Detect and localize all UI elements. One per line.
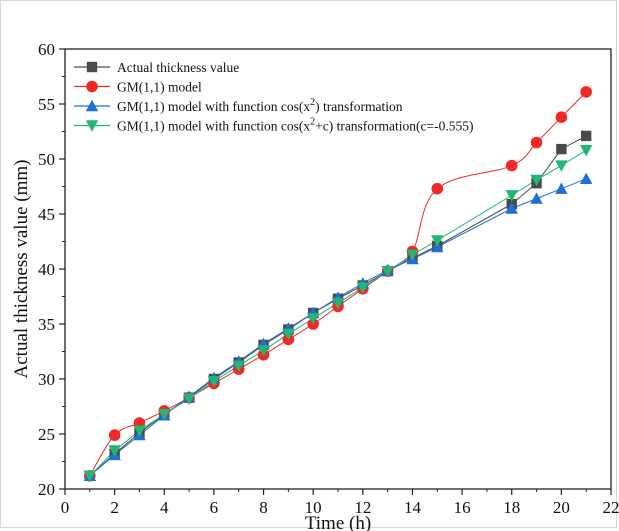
x-tick-label: 0 bbox=[61, 498, 70, 517]
point-gm11-model bbox=[506, 160, 518, 172]
legend-marker-gm11-model bbox=[86, 81, 98, 93]
y-tick-label: 25 bbox=[38, 425, 55, 444]
y-tick-label: 55 bbox=[38, 95, 55, 114]
y-axis-title: Actual thickness value (mm) bbox=[11, 160, 32, 379]
x-tick-label: 2 bbox=[110, 498, 119, 517]
y-tick-label: 40 bbox=[38, 260, 55, 279]
x-tick-label: 14 bbox=[404, 498, 422, 517]
y-tick-label: 20 bbox=[38, 480, 55, 499]
point-gm11-cos-x2 bbox=[580, 173, 592, 184]
y-tick-label: 35 bbox=[38, 315, 55, 334]
x-tick-label: 18 bbox=[503, 498, 520, 517]
point-gm11-cos-x2 bbox=[555, 183, 567, 194]
x-tick-label: 4 bbox=[160, 498, 169, 517]
point-gm11-model bbox=[556, 111, 568, 123]
point-gm11-model bbox=[580, 86, 592, 98]
point-gm11-model bbox=[109, 429, 121, 441]
point-gm11-model bbox=[431, 183, 443, 195]
y-tick-label: 45 bbox=[38, 205, 55, 224]
y-tick-label: 60 bbox=[38, 40, 55, 59]
x-tick-label: 22 bbox=[603, 498, 619, 517]
legend-label-gm11-model: GM(1,1) model bbox=[117, 80, 202, 95]
point-actual-thickness bbox=[581, 131, 591, 141]
x-tick-label: 20 bbox=[553, 498, 570, 517]
point-gm11-cos-x2-c bbox=[580, 145, 592, 156]
plot-border bbox=[65, 49, 611, 489]
legend-label-gm11-cos-x2: GM(1,1) model with function cos(x2) tran… bbox=[117, 97, 403, 114]
x-axis-title: Time (h) bbox=[305, 513, 371, 531]
point-gm11-model bbox=[531, 137, 543, 149]
y-tick-label: 30 bbox=[38, 370, 55, 389]
point-gm11-cos-x2 bbox=[530, 192, 542, 203]
x-tick-label: 8 bbox=[259, 498, 268, 517]
legend-label-gm11-cos-x2-c: GM(1,1) model with function cos(x2+c) tr… bbox=[117, 117, 474, 134]
legend-label-actual-thickness: Actual thickness value bbox=[117, 60, 239, 75]
y-tick-label: 50 bbox=[38, 150, 55, 169]
legend-marker-actual-thickness bbox=[87, 62, 97, 72]
x-tick-label: 16 bbox=[454, 498, 471, 517]
point-gm11-cos-x2-c bbox=[555, 160, 567, 171]
series-line-gm11-cos-x2 bbox=[90, 179, 586, 476]
point-actual-thickness bbox=[556, 144, 566, 154]
x-tick-label: 6 bbox=[210, 498, 219, 517]
